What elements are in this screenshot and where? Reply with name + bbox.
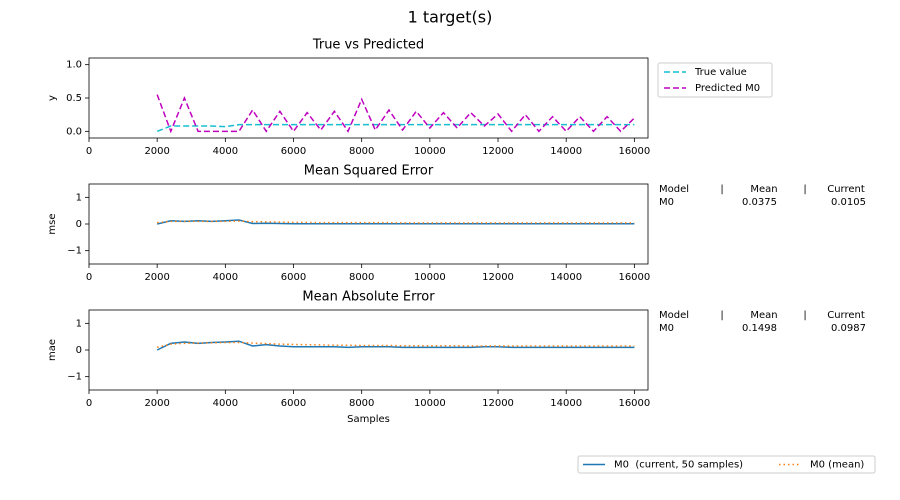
series-line (156, 219, 635, 225)
axes-frame (88, 309, 649, 391)
stats-header: Mean (750, 310, 777, 321)
x-tick-label: 0 (86, 272, 92, 283)
stats-header: Current (827, 184, 865, 195)
legend-label: M0 (mean) (810, 460, 864, 471)
stats-header: Model (659, 184, 689, 195)
x-tick-label: 16000 (618, 146, 650, 157)
stats-cell: M0 (659, 197, 674, 208)
figure-legend-box (577, 455, 876, 474)
axes-frame (88, 183, 649, 265)
legend-box (657, 62, 773, 98)
axes-title: Mean Squared Error (304, 164, 434, 179)
series-line (156, 123, 635, 133)
x-tick-label: 14000 (550, 272, 582, 283)
stats-cell: 0.1498 (742, 323, 777, 334)
x-tick-label: 2000 (144, 272, 169, 283)
x-tick-label: 6000 (281, 272, 306, 283)
stats-cell: 0.0375 (742, 197, 777, 208)
y-tick-label: 1 (76, 192, 82, 203)
x-axis-label: Samples (347, 414, 390, 425)
x-tick-label: 6000 (281, 146, 306, 157)
axes-frame (88, 57, 649, 139)
stats-header: Model (659, 310, 689, 321)
series-line (156, 94, 635, 134)
stats-separator: | (720, 184, 723, 195)
y-tick-label: 0.5 (66, 93, 82, 104)
x-tick-label: 10000 (414, 272, 446, 283)
x-tick-label: 0 (86, 146, 92, 157)
x-tick-label: 4000 (213, 398, 238, 409)
stats-separator: | (803, 310, 806, 321)
series-line (157, 220, 635, 224)
x-tick-label: 8000 (349, 398, 374, 409)
y-tick-label: −1 (67, 372, 82, 383)
y-tick-label: −1 (67, 246, 82, 257)
series-line (156, 340, 635, 351)
y-tick-label: 1.0 (66, 60, 82, 71)
axes-title: True vs Predicted (312, 38, 424, 53)
stats-header: Current (827, 310, 865, 321)
legend-label: True value (694, 67, 747, 78)
stats-cell: M0 (659, 323, 674, 334)
x-tick-label: 4000 (213, 272, 238, 283)
y-tick-label: 0.0 (66, 126, 82, 137)
y-axis-label: mae (47, 339, 58, 361)
y-axis-label: y (47, 95, 58, 101)
y-tick-label: 0 (76, 345, 82, 356)
x-tick-label: 16000 (618, 398, 650, 409)
x-tick-label: 12000 (482, 272, 514, 283)
x-tick-label: 16000 (618, 272, 650, 283)
x-tick-label: 10000 (414, 398, 446, 409)
legend-label: M0 (current, 50 samples) (614, 460, 743, 471)
y-axis-label: mse (47, 213, 58, 234)
x-tick-label: 14000 (550, 146, 582, 157)
figure-title: 1 target(s) (408, 8, 493, 27)
stats-separator: | (720, 310, 723, 321)
y-tick-label: 1 (76, 318, 82, 329)
x-tick-label: 8000 (349, 146, 374, 157)
stats-header: Mean (750, 184, 777, 195)
legend-label: Predicted M0 (695, 83, 760, 94)
x-tick-label: 4000 (213, 146, 238, 157)
stats-cell: 0.0987 (831, 323, 866, 334)
x-tick-label: 12000 (482, 146, 514, 157)
x-tick-label: 8000 (349, 272, 374, 283)
stats-separator: | (803, 184, 806, 195)
x-tick-label: 6000 (281, 398, 306, 409)
x-tick-label: 12000 (482, 398, 514, 409)
y-tick-label: 0 (76, 219, 82, 230)
x-tick-label: 0 (86, 398, 92, 409)
series-line (156, 341, 635, 349)
x-tick-label: 14000 (550, 398, 582, 409)
stats-cell: 0.0105 (831, 197, 866, 208)
x-tick-label: 2000 (144, 398, 169, 409)
x-tick-label: 2000 (144, 146, 169, 157)
axes-title: Mean Absolute Error (302, 290, 435, 305)
x-tick-label: 10000 (414, 146, 446, 157)
